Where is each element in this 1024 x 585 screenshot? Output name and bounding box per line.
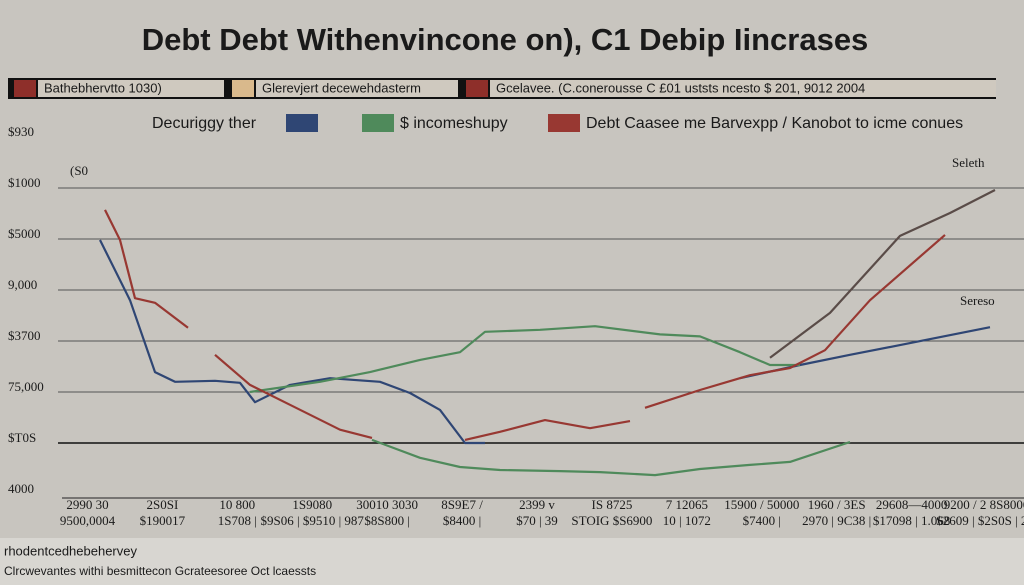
legend-swatch — [362, 114, 394, 132]
x-tick-label: 9500,0004 — [60, 513, 116, 528]
header-label: Bathebhervtto 1030) — [44, 80, 162, 95]
y-tick-label: $3700 — [8, 328, 41, 343]
y-tick-label: 9,000 — [8, 277, 37, 292]
y-tick-label: $T0S — [8, 430, 36, 445]
x-tick-label: $8S800 | — [364, 513, 410, 528]
data-line — [104, 209, 946, 441]
legend-label: Decuriggy ther — [152, 115, 257, 132]
x-tick-label: $190017 — [140, 513, 186, 528]
legend-swatch — [548, 114, 580, 132]
header-swatch — [14, 80, 36, 97]
x-tick-label: 8S9E7 / — [441, 497, 483, 512]
x-tick-label: 7 12065 — [666, 497, 708, 512]
x-tick-label: $2609 | $2S0S | 2A — [936, 513, 1024, 528]
x-tick-label: $9S06 | $9510 | 987 — [261, 513, 365, 528]
x-tick-label: $8400 | — [443, 513, 481, 528]
header-swatch — [232, 80, 254, 97]
y-tick-label: 75,000 — [8, 379, 44, 394]
annotation: Sereso — [960, 293, 995, 308]
header-box — [38, 80, 224, 97]
x-tick-label: 15900 / 50000 — [724, 497, 799, 512]
x-tick-label: $7400 | — [743, 513, 781, 528]
legend-label: $ incomeshupy — [400, 115, 508, 132]
x-tick-label: 29608—4000 — [876, 497, 948, 512]
y-tick-label: $1000 — [8, 175, 41, 190]
footer-band — [0, 538, 1024, 585]
x-tick-label: 9200 / 2 8S8000 — [944, 497, 1024, 512]
x-tick-label: 2S0SI — [146, 497, 178, 512]
x-tick-label: 1960 / 3ES — [808, 497, 866, 512]
x-tick-label: $17098 | 1.068 — [873, 513, 950, 528]
header-box — [256, 80, 458, 97]
x-tick-label: 1S708 | — [218, 513, 257, 528]
x-tick-label: STOIG $S6900 — [571, 513, 652, 528]
header-swatch — [466, 80, 488, 97]
x-tick-label: 10 | 1072 — [663, 513, 711, 528]
chart-title: Debt Debt Withenvincone on), C1 Debip Ii… — [142, 22, 869, 57]
legend-label: Debt Caasee me Barvexpp / Kanobot to icm… — [586, 115, 963, 132]
header-label: Glerevjert decewehdasterm — [262, 80, 421, 95]
annotation: (S0 — [70, 163, 88, 178]
y-tick-label: 4000 — [8, 481, 34, 496]
footer-text: Clrcwevantes withi besmittecon Gcrateeso… — [4, 564, 316, 578]
x-tick-label: 1S9080 — [292, 497, 332, 512]
header-box — [490, 80, 996, 97]
y-tick-label: $930 — [8, 124, 34, 139]
x-tick-label: 30010 3030 — [356, 497, 418, 512]
data-line — [249, 325, 851, 477]
footer-text: rhodentcedhebehervey — [4, 543, 137, 558]
x-tick-label: 2399 v — [519, 497, 555, 512]
legend-swatch — [286, 114, 318, 132]
header-label: Gcelavee. (C.conerousse C £01 uststs nce… — [496, 80, 865, 95]
x-tick-label: 2970 | 9C38 | — [802, 513, 871, 528]
x-tick-label: 2990 30 — [66, 497, 108, 512]
y-tick-label: $5000 — [8, 226, 41, 241]
x-tick-label: 10 800 — [219, 497, 255, 512]
annotation: Seleth — [952, 155, 985, 170]
x-tick-label: IS 8725 — [592, 497, 633, 512]
x-tick-label: $70 | 39 — [516, 513, 558, 528]
